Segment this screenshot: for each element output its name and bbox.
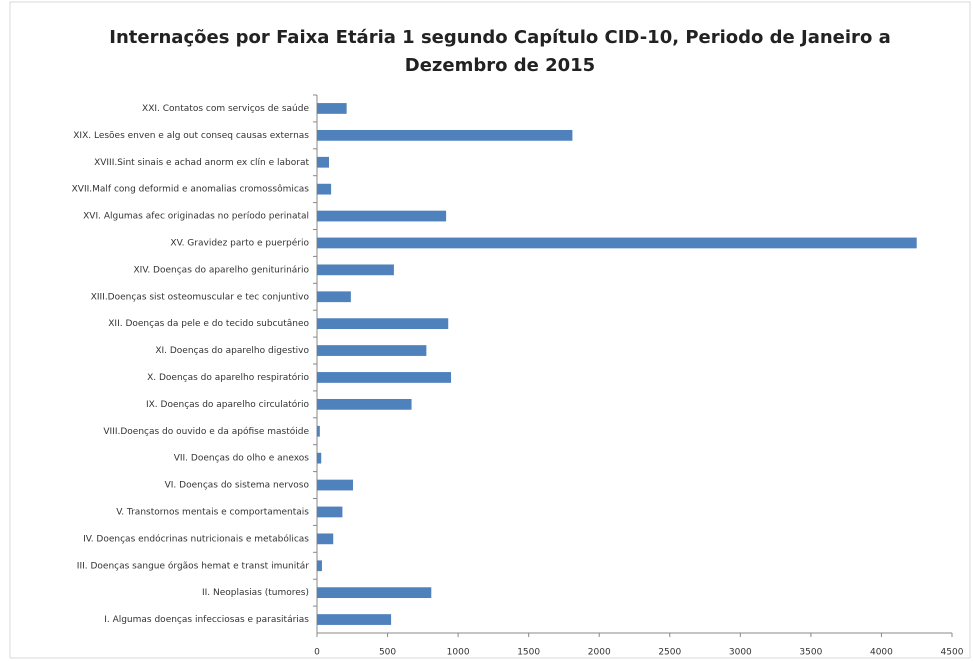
x-tick-label: 3500: [799, 648, 822, 658]
x-tick-label: 3000: [729, 648, 752, 658]
bar: [317, 506, 343, 518]
y-tick-label: II. Neoplasias (tumores): [202, 588, 309, 598]
y-tick-label: XVI. Algumas afec originadas no período …: [83, 212, 309, 222]
y-tick-label: XIX. Lesões enven e alg out conseq causa…: [73, 131, 309, 141]
bar: [317, 479, 353, 491]
y-tick-label: IV. Doenças endócrinas nutricionais e me…: [83, 533, 309, 544]
y-tick-label: I. Algumas doenças infecciosas e parasit…: [104, 615, 309, 625]
bar: [317, 318, 449, 330]
bar: [317, 264, 394, 276]
bar: [317, 237, 917, 249]
y-tick-label: IX. Doenças do aparelho circulatório: [146, 399, 310, 410]
bar: [317, 210, 447, 222]
bar: [317, 614, 392, 625]
bar: [317, 129, 573, 141]
x-tick-label: 4500: [941, 648, 964, 658]
y-tick-label: XI. Doenças do aparelho digestivo: [155, 346, 309, 356]
y-tick-label: VI. Doenças do sistema nervoso: [165, 481, 310, 491]
x-tick-label: 2000: [588, 648, 611, 658]
bar: [317, 398, 412, 410]
bar: [317, 156, 329, 168]
y-tick-label: XIII.Doenças sist osteomuscular e tec co…: [91, 292, 310, 302]
bar: [317, 345, 427, 356]
x-tick-label: 0: [314, 648, 320, 658]
y-tick-label: XII. Doenças da pele e do tecido subcutâ…: [108, 319, 309, 329]
x-tick-label: 500: [379, 648, 396, 658]
y-tick-label: VIII.Doenças do ouvido e da apófise mast…: [103, 426, 309, 437]
y-tick-label: X. Doenças do aparelho respiratório: [147, 372, 309, 383]
y-tick-label: XIV. Doenças do aparelho geniturinário: [134, 265, 310, 275]
bar: [317, 425, 320, 437]
bar: [317, 183, 332, 195]
bar: [317, 587, 432, 599]
y-tick-label: XV. Gravidez parto e puerpério: [170, 237, 309, 248]
y-tick-label: XVIII.Sint sinais e achad anorm ex clín …: [94, 158, 309, 168]
y-tick-label: VII. Doenças do olho e anexos: [174, 454, 310, 464]
bar: [317, 533, 334, 545]
chart-title: Internações por Faixa Etária 1 segundo C…: [109, 27, 891, 76]
x-tick-label: 4000: [870, 648, 893, 658]
bar: [317, 103, 347, 114]
chart-border: [9, 1, 971, 659]
y-tick-label: III. Doenças sangue órgãos hemat e trans…: [77, 560, 309, 571]
x-tick-label: 2500: [658, 648, 681, 658]
y-tick-label: XXI. Contatos com serviços de saúde: [142, 104, 309, 114]
bar: [317, 372, 452, 383]
x-tick-label: 1500: [517, 648, 540, 658]
y-tick-label: V. Transtornos mentais e comportamentais: [116, 507, 309, 517]
bar: [317, 452, 322, 464]
bar: [317, 560, 322, 572]
x-tick-label: 1000: [447, 648, 470, 658]
bar: [317, 291, 351, 303]
y-tick-label: XVII.Malf cong deformid e anomalias crom…: [72, 184, 310, 195]
